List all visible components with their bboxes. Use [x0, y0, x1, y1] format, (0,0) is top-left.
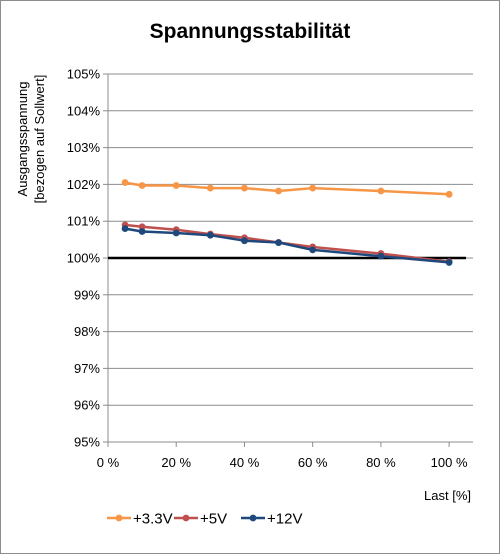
data-point: [206, 184, 214, 192]
data-point: [138, 223, 146, 231]
data-point: [172, 182, 180, 189]
data-series: [121, 179, 453, 266]
data-point: [241, 237, 248, 245]
y-axis-label-line-1: Ausgangsspannung: [15, 82, 30, 197]
data-point: [445, 259, 453, 266]
data-point: [172, 229, 180, 237]
y-tick-label: 105%: [67, 67, 101, 82]
x-axis-label: Last [%]: [424, 488, 471, 503]
y-axis-label-line-2: [bezogen auf Sollwert]: [32, 75, 47, 204]
series-2: [121, 225, 453, 266]
x-tick-label: 0 %: [97, 455, 120, 470]
x-tick-label: 20 %: [161, 455, 191, 470]
data-point: [309, 184, 317, 192]
data-point: [445, 190, 453, 198]
legend-item: +3.3V: [107, 511, 173, 528]
y-axis-label: Ausgangsspannung [bezogen auf Sollwert]: [15, 75, 47, 204]
y-tick-label: 101%: [67, 214, 101, 229]
data-point: [121, 225, 129, 232]
y-tick-label: 99%: [74, 287, 100, 302]
data-point: [309, 246, 317, 254]
y-tick-label: 102%: [67, 177, 101, 192]
data-point: [275, 239, 282, 246]
legend-label: +5V: [200, 511, 227, 528]
data-point: [377, 252, 385, 260]
legend-item: +12V: [241, 511, 302, 528]
y-tick-label: 97%: [74, 361, 100, 376]
x-tick-label: 80 %: [366, 455, 396, 470]
data-point: [138, 228, 146, 235]
legend-label: +3.3V: [133, 511, 173, 528]
y-tick-label: 103%: [67, 140, 101, 155]
x-tick-label: 60 %: [298, 455, 328, 470]
data-point: [138, 182, 146, 189]
legend-swatch-marker: [115, 514, 123, 522]
y-tick-label: 100%: [67, 251, 101, 266]
y-tick-labels: 95% 96% 97% 98% 99% 100% 101% 102% 103% 104% 105%: [67, 67, 101, 450]
legend: +3.3V +5V +12V: [107, 511, 302, 528]
x-tick-labels: 0 % 20 % 40 % 60 % 80 % 100 %: [97, 455, 468, 470]
x-tick-label: 40 %: [230, 455, 260, 470]
data-point: [121, 179, 129, 186]
y-tick-label: 96%: [74, 398, 100, 413]
series-0: [121, 179, 453, 198]
legend-label: +12V: [267, 511, 302, 528]
legend-swatch-marker: [182, 514, 190, 522]
x-tick-label: 100 %: [431, 455, 468, 470]
y-tick-label: 98%: [74, 324, 100, 339]
data-point: [241, 184, 248, 192]
y-tick-label: 104%: [67, 103, 101, 118]
data-point: [206, 231, 214, 239]
data-point: [275, 187, 282, 195]
legend-item: +5V: [174, 511, 227, 528]
data-point: [377, 187, 385, 195]
chart-title: Spannungsstabilität: [150, 20, 351, 43]
legend-swatch-marker: [249, 514, 257, 522]
y-tick-label: 95%: [74, 435, 100, 450]
